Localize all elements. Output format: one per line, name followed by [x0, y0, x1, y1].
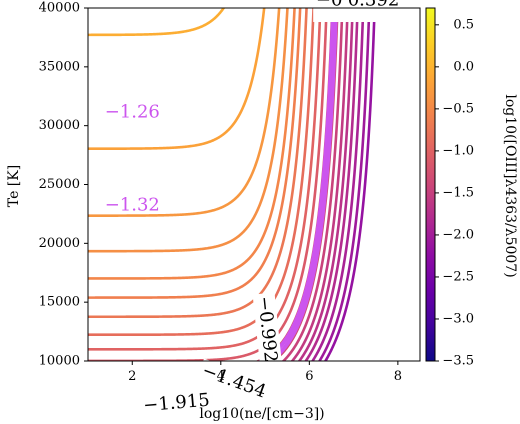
contour-label-background: [343, 0, 404, 22]
contour-line: [281, 8, 344, 361]
x-tick-label: 8: [394, 369, 402, 384]
y-tick-label: 35000: [39, 59, 80, 74]
contour-line: [317, 8, 371, 361]
colorbar-tick-label: −0.5: [442, 101, 474, 116]
colorbar-tick-label: −2.0: [442, 227, 474, 242]
colorbar-tick-label: 0.0: [453, 59, 474, 74]
y-tick-label: 40000: [39, 1, 80, 16]
highlight-contour-line: [266, 8, 339, 361]
contour-line: [88, 8, 322, 351]
colorbar-tick-label: −2.5: [442, 269, 474, 284]
contour-label-background: [139, 388, 214, 417]
colorbar: [425, 7, 436, 362]
colorbar-tick-label: −1.5: [442, 185, 474, 200]
contour-line: [88, 8, 266, 151]
colorbar-tick-label: −3.0: [442, 311, 474, 326]
x-axis-ticks: 2 4 6 8: [128, 361, 402, 384]
contour-label-background: [252, 292, 283, 367]
y-tick-label: 15000: [39, 295, 80, 310]
contour-line: [323, 8, 376, 361]
colorbar-label: log10([OIII]λ4363/λ5007): [502, 94, 518, 277]
contour-line: [88, 8, 281, 217]
y-axis-ticks: 10000 15000 20000 25000 30000 35000 40000: [39, 1, 88, 369]
contour-label-background: [196, 358, 272, 404]
colorbar-tick-label: −3.5: [442, 354, 474, 369]
colorbar-ticks: 0.5 0.0 −0.5 −1.0 −1.5 −2.0 −2.5 −3.0 −3.5: [435, 17, 474, 369]
contour-line: [88, 8, 302, 299]
y-tick-label: 10000: [39, 354, 80, 369]
x-axis-label: log10(ne/[cm−3]): [199, 406, 324, 422]
plot-frame: [87, 7, 421, 362]
contour-label: 0.392: [348, 0, 400, 11]
contour-label: −0.992: [253, 295, 281, 363]
y-tick-label: 20000: [39, 236, 80, 251]
x-tick-label: 6: [305, 369, 313, 384]
contour-line: [88, 8, 226, 37]
x-tick-label: 2: [128, 369, 136, 384]
colorbar-tick-label: −1.0: [442, 143, 474, 158]
contour-line: [88, 8, 296, 280]
contour-line: [88, 8, 308, 319]
x-tick-label: 4: [217, 369, 225, 384]
highlight-contour-label: −1.32: [105, 194, 160, 215]
highlight-contour-label: −1.26: [105, 101, 160, 122]
contour-labels: −1.915−1.454−0.992−0.531−0.0690.392−1.26…: [105, 0, 404, 417]
y-axis-label: Te [K]: [6, 165, 22, 207]
y-tick-label: 30000: [39, 118, 80, 133]
contour-line: [88, 8, 289, 253]
contour-line: [255, 8, 334, 361]
y-tick-label: 25000: [39, 177, 80, 192]
contour-line: [88, 8, 315, 337]
colorbar-tick-label: 0.5: [453, 17, 474, 32]
